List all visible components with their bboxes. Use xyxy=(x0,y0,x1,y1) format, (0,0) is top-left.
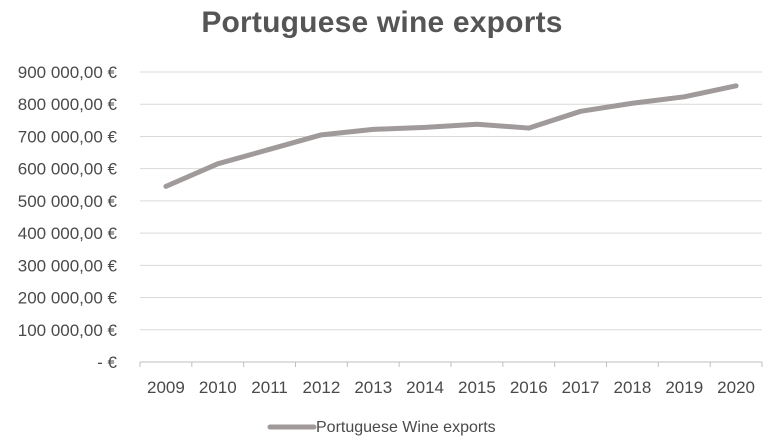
data-point xyxy=(371,127,376,132)
series-line xyxy=(163,83,739,189)
y-tick-label: - € xyxy=(97,353,117,372)
data-point xyxy=(163,184,168,189)
x-tick-label: 2013 xyxy=(354,378,392,397)
data-point xyxy=(734,83,739,88)
y-tick-label: 100 000,00 € xyxy=(18,321,118,340)
x-tick-label: 2009 xyxy=(147,378,185,397)
data-point xyxy=(682,94,687,99)
x-tick-label: 2020 xyxy=(717,378,755,397)
y-tick-label: 900 000,00 € xyxy=(18,63,118,82)
legend-label: Portuguese Wine exports xyxy=(316,419,496,436)
x-tick-label: 2017 xyxy=(562,378,600,397)
x-tick-label: 2012 xyxy=(303,378,341,397)
y-tick-label: 500 000,00 € xyxy=(18,192,118,211)
y-tick-label: 800 000,00 € xyxy=(18,95,118,114)
x-tick-label: 2018 xyxy=(614,378,652,397)
data-point xyxy=(215,161,220,166)
data-point xyxy=(474,122,479,127)
y-tick-label: 200 000,00 € xyxy=(18,289,118,308)
x-tick-label: 2016 xyxy=(510,378,548,397)
x-tick-label: 2010 xyxy=(199,378,237,397)
data-point xyxy=(319,132,324,137)
x-tick-label: 2014 xyxy=(406,378,444,397)
x-tick-label: 2011 xyxy=(251,378,288,397)
y-tick-label: 400 000,00 € xyxy=(18,224,118,243)
data-point xyxy=(267,147,272,152)
x-tick-label: 2015 xyxy=(458,378,496,397)
y-tick-label: 700 000,00 € xyxy=(18,127,118,146)
data-point xyxy=(578,109,583,114)
y-tick-label: 600 000,00 € xyxy=(18,160,118,179)
x-tick-label: 2019 xyxy=(665,378,703,397)
chart-title: Portuguese wine exports xyxy=(201,6,563,39)
data-point xyxy=(423,125,428,130)
data-point xyxy=(630,101,635,106)
y-tick-label: 300 000,00 € xyxy=(18,256,118,275)
data-point xyxy=(526,126,531,131)
